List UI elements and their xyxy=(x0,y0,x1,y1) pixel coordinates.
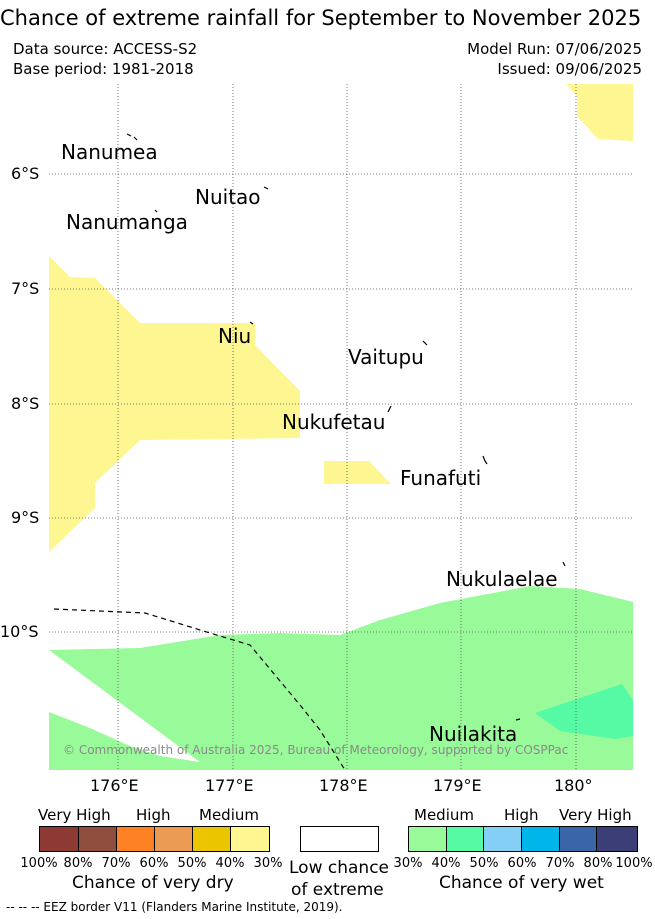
dry-tick-70: 70% xyxy=(101,856,131,871)
dry-medium-region-west xyxy=(49,256,300,552)
wet-swatch-60-70 xyxy=(522,827,560,851)
graticule xyxy=(49,84,633,770)
lat-label-8s: 8°S xyxy=(11,394,40,413)
funafuti-island xyxy=(482,455,488,465)
dry-tick-50: 50% xyxy=(177,856,207,871)
lon-label-177e: 177°E xyxy=(205,776,254,795)
wet-colorbar xyxy=(408,826,638,852)
wet-swatch-80-100 xyxy=(597,827,637,851)
dry-medium-region-northeast xyxy=(566,84,633,141)
lat-label-7s: 7°S xyxy=(11,279,40,298)
map-title: Chance of extreme rainfall for September… xyxy=(0,6,642,30)
base-period: Base period: 1981-2018 xyxy=(13,60,194,78)
place-funafuti: Funafuti xyxy=(400,466,482,490)
dry-tick-40: 40% xyxy=(215,856,245,871)
place-nanumea: Nanumea xyxy=(61,140,158,164)
dry-swatch-30-40 xyxy=(231,827,269,851)
copyright-notice: © Commonwealth of Australia 2025, Bureau… xyxy=(63,743,569,757)
dry-tick-100: 100% xyxy=(20,856,58,871)
dry-medium-region-central xyxy=(324,461,391,484)
eez-border-note: -- -- -- EEZ border V11 (Flanders Marine… xyxy=(6,900,343,914)
lon-label-178e: 178°E xyxy=(319,776,368,795)
place-nanumanga: Nanumanga xyxy=(66,210,188,234)
place-niu: Niu xyxy=(218,324,252,348)
wet-swatch-50-60 xyxy=(484,827,523,851)
wet-level-medium: Medium xyxy=(414,806,474,824)
rainfall-map xyxy=(49,84,633,771)
lat-label-10s: 10°S xyxy=(0,622,39,641)
lat-label-6s: 6°S xyxy=(11,164,40,183)
wet-caption: Chance of very wet xyxy=(439,873,604,893)
nuilakita-island xyxy=(515,718,521,721)
dry-swatch-80-100 xyxy=(40,827,79,851)
dry-swatch-40-50 xyxy=(193,827,231,851)
dry-swatch-50-60 xyxy=(155,827,193,851)
nanumea-island xyxy=(126,133,138,141)
nuitao-island xyxy=(263,186,269,190)
nukufetau-island xyxy=(387,405,392,413)
place-nukufetau: Nukufetau xyxy=(282,410,386,434)
wet-tick-40: 40% xyxy=(431,856,461,871)
nukulaelae-island xyxy=(562,561,566,567)
vaitupu-island xyxy=(422,340,428,346)
eez-border xyxy=(53,608,346,771)
place-vaitupu: Vaitupu xyxy=(348,345,424,369)
low-chance-caption-1: Low chance xyxy=(289,858,389,878)
wet-level-high: High xyxy=(504,806,539,824)
dry-swatch-70-80 xyxy=(79,827,117,851)
wet-tick-30: 30% xyxy=(393,856,423,871)
dry-colorbar xyxy=(39,826,270,852)
islands xyxy=(126,133,566,721)
wet-swatch-30-40 xyxy=(409,827,447,851)
low-chance-caption-2: of extreme xyxy=(291,880,384,900)
wet-40-region xyxy=(535,684,633,739)
dry-tick-30: 30% xyxy=(253,856,283,871)
niu-island xyxy=(249,321,254,325)
dry-level-high: High xyxy=(136,806,171,824)
lat-label-9s: 9°S xyxy=(11,508,40,527)
model-run: Model Run: 07/06/2025 xyxy=(467,40,642,58)
wet-swatch-40-50 xyxy=(446,827,485,851)
place-nuitao: Nuitao xyxy=(195,185,261,209)
wet-swatch-70-80 xyxy=(559,827,598,851)
low-chance-swatch xyxy=(300,826,379,852)
wet-tick-70: 70% xyxy=(545,856,575,871)
dry-tick-80: 80% xyxy=(63,856,93,871)
wet-tick-60: 60% xyxy=(507,856,537,871)
issued-date: Issued: 09/06/2025 xyxy=(497,60,642,78)
wet-level-very-high: Very High xyxy=(559,806,632,824)
nanumanga-island xyxy=(154,209,158,213)
lon-label-180: 180° xyxy=(554,776,593,795)
data-source: Data source: ACCESS-S2 xyxy=(13,40,198,58)
dry-level-medium: Medium xyxy=(199,806,259,824)
wet-tick-80: 80% xyxy=(583,856,613,871)
dry-swatch-60-70 xyxy=(117,827,155,851)
place-nuilakita: Nuilakita xyxy=(429,722,518,746)
lon-label-179e: 179°E xyxy=(433,776,482,795)
dry-level-very-high: Very High xyxy=(38,806,111,824)
dry-tick-60: 60% xyxy=(139,856,169,871)
dry-caption: Chance of very dry xyxy=(72,873,234,893)
place-nukulaelae: Nukulaelae xyxy=(446,567,558,591)
wet-tick-50: 50% xyxy=(469,856,499,871)
lon-label-176e: 176°E xyxy=(90,776,139,795)
wet-tick-100: 100% xyxy=(615,856,653,871)
